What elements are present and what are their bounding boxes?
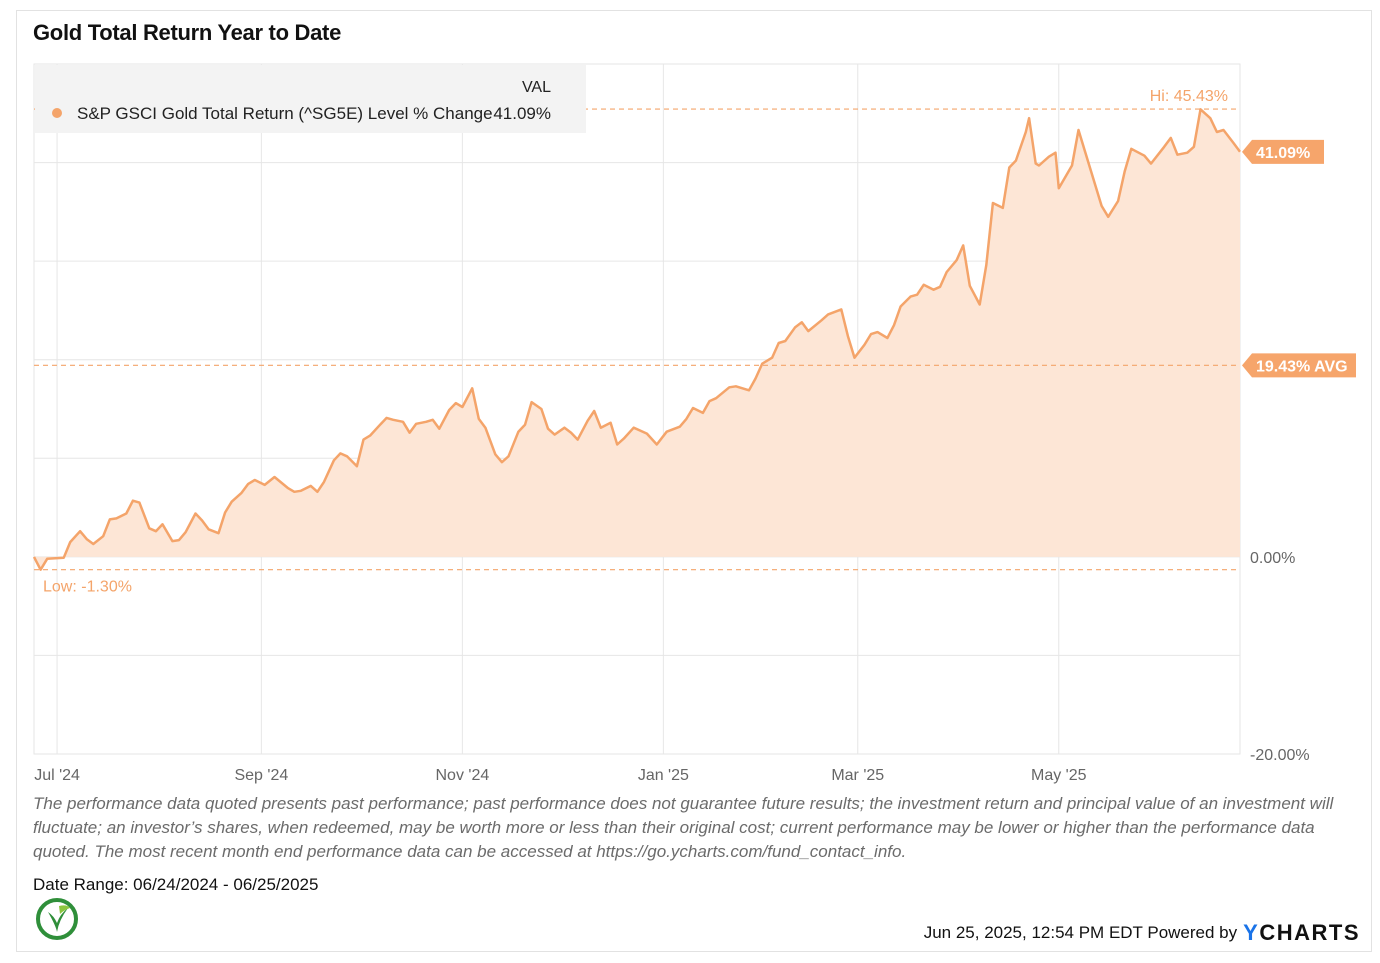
- legend-series-value: 41.09%: [493, 104, 551, 123]
- ycharts-leaf-logo-icon: [36, 898, 78, 940]
- x-tick-label: Sep '24: [234, 767, 288, 784]
- footer-timestamp: Jun 25, 2025, 12:54 PM EDT Powered by: [923, 923, 1238, 942]
- y-tick-label: -20.00%: [1250, 747, 1310, 764]
- chart-svg: Jul '24 Sep '24 Nov '24 Jan '25 Mar '25 May '…: [32, 63, 1356, 784]
- high-annotation: Hi: 45.43%: [1150, 88, 1228, 105]
- legend-marker: [52, 108, 62, 118]
- date-range: Date Range: 06/24/2024 - 06/25/2025: [33, 875, 319, 894]
- brand-rest: CHARTS: [1259, 920, 1360, 945]
- legend-header: VAL: [522, 79, 551, 96]
- legend-series-name: S&P GSCI Gold Total Return (^SG5E) Level…: [77, 104, 493, 123]
- series-area: [34, 109, 1240, 570]
- avg-badge-shape: [1242, 353, 1356, 378]
- x-tick-label: Mar '25: [831, 767, 884, 784]
- x-tick-label: May '25: [1031, 767, 1087, 784]
- disclaimer: The performance data quoted presents pas…: [33, 794, 1334, 861]
- y-tick-label: 0.00%: [1250, 550, 1295, 567]
- x-tick-label: Nov '24: [435, 767, 489, 784]
- avg-badge-label: 19.43% AVG: [1256, 358, 1348, 375]
- chart-title: Gold Total Return Year to Date: [33, 20, 342, 45]
- legend-box: [35, 65, 586, 133]
- series-line: [32, 108, 1241, 571]
- last-value-badge-label: 41.09%: [1256, 145, 1310, 162]
- ycharts-brand[interactable]: YCHARTS: [1243, 920, 1360, 946]
- low-annotation: Low: -1.30%: [43, 579, 132, 596]
- x-tick-label: Jan '25: [638, 767, 689, 784]
- footer: Jun 25, 2025, 12:54 PM EDT Powered by YC…: [924, 920, 1360, 946]
- brand-y: Y: [1243, 920, 1260, 945]
- x-tick-label: Jul '24: [34, 767, 80, 784]
- last-value-badge-shape: [1242, 139, 1324, 164]
